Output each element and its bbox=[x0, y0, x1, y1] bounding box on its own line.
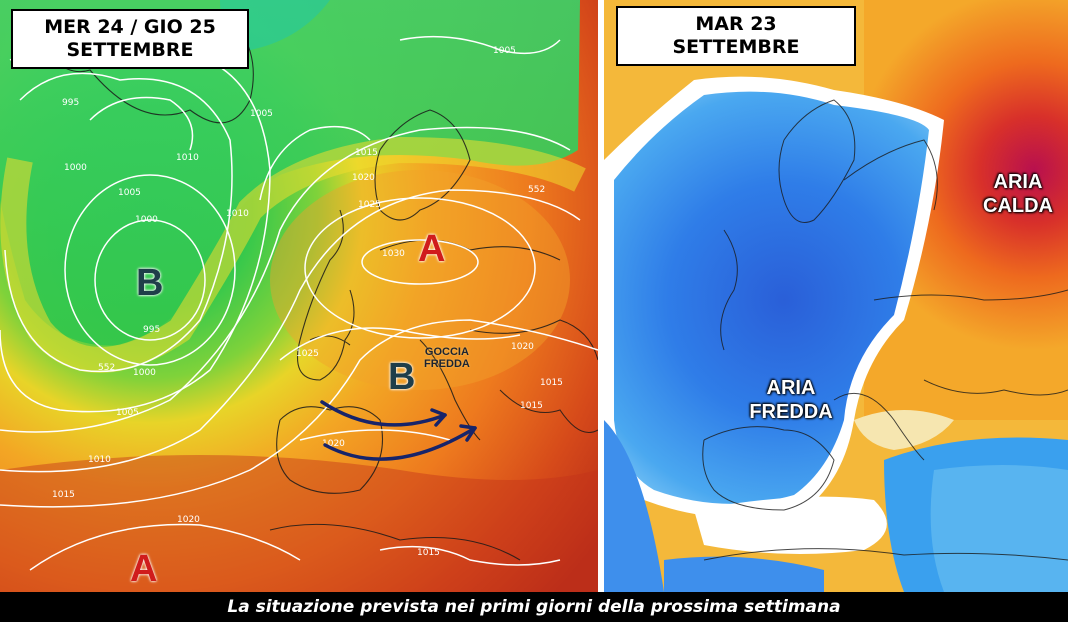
right-date-line1: MAR 23 bbox=[695, 13, 777, 35]
isobar-label-1020: 1020 bbox=[511, 342, 534, 352]
isobar-label-1005: 1005 bbox=[118, 188, 141, 198]
isobar-label-1005: 1005 bbox=[116, 408, 139, 418]
isobar-label-1000: 1000 bbox=[135, 215, 158, 225]
right-map-panel: MAR 23 SETTEMBRE ARIA CALDA ARIA FREDDA bbox=[604, 0, 1068, 592]
right-date-title: MAR 23 SETTEMBRE bbox=[616, 6, 856, 66]
figure-caption: La situazione prevista nei primi giorni … bbox=[0, 592, 1068, 622]
flow-arrows bbox=[320, 400, 477, 461]
isobar-label-1020: 1020 bbox=[177, 515, 200, 525]
warm-air-line1: ARIA bbox=[993, 171, 1043, 193]
isobar-label-1025: 1025 bbox=[358, 200, 381, 210]
isobar-label-1005: 1005 bbox=[493, 46, 516, 56]
isobar-label-1000: 1000 bbox=[133, 368, 156, 378]
isobar-label-1030: 1030 bbox=[382, 249, 405, 259]
cold-air-line2: FREDDA bbox=[749, 401, 833, 423]
high-pressure-azores-label: A bbox=[130, 548, 158, 590]
isobar-label-1015: 1015 bbox=[417, 548, 440, 558]
isobar-label-1020: 1020 bbox=[352, 173, 375, 183]
left-date-line1: MER 24 / GIO 25 bbox=[44, 16, 216, 38]
right-date-line2: SETTEMBRE bbox=[672, 36, 800, 58]
isobar-label-1010: 1010 bbox=[176, 153, 199, 163]
isobar-label-1015: 1015 bbox=[355, 148, 378, 158]
isobar-label-1000: 1000 bbox=[64, 163, 87, 173]
isobar-label-1025: 1025 bbox=[296, 349, 319, 359]
goccia-line1: GOCCIA bbox=[424, 346, 469, 358]
panel-divider bbox=[598, 0, 604, 592]
warm-air-label: ARIA CALDA bbox=[968, 170, 1068, 218]
cold-air-line1: ARIA bbox=[766, 377, 816, 399]
low-pressure-atlantic-label: B bbox=[136, 262, 164, 304]
isobar-label-995: 995 bbox=[62, 98, 79, 108]
isobar-label-1005: 1005 bbox=[250, 109, 273, 119]
left-date-title: MER 24 / GIO 25 SETTEMBRE bbox=[11, 9, 249, 69]
low-pressure-goccia-label: B bbox=[388, 356, 416, 398]
cold-air-label: ARIA FREDDA bbox=[736, 376, 846, 424]
left-date-line2: SETTEMBRE bbox=[66, 39, 194, 61]
pressure-map: 995 995 1000 1000 1000 1005 1005 1005 10… bbox=[0, 0, 598, 592]
isobar-label-552: 552 bbox=[98, 363, 115, 373]
goccia-fredda-note: GOCCIA FREDDA bbox=[424, 346, 470, 370]
isobar-labels: 995 995 1000 1000 1000 1005 1005 1005 10… bbox=[52, 46, 563, 558]
left-map-panel: 995 995 1000 1000 1000 1005 1005 1005 10… bbox=[0, 0, 598, 592]
temperature-map bbox=[604, 0, 1068, 592]
isobar-label-995: 995 bbox=[143, 325, 160, 335]
isobar-label-1015: 1015 bbox=[540, 378, 563, 388]
isobar-label-552: 552 bbox=[528, 185, 545, 195]
isobar-label-1010: 1010 bbox=[88, 455, 111, 465]
isobar-label-1020: 1020 bbox=[322, 439, 345, 449]
isobar-label-1010: 1010 bbox=[226, 209, 249, 219]
warm-air-line2: CALDA bbox=[983, 195, 1053, 217]
isobar-label-1015: 1015 bbox=[52, 490, 75, 500]
high-pressure-central-label: A bbox=[418, 228, 446, 270]
goccia-line2: FREDDA bbox=[424, 358, 470, 370]
isobar-label-1015: 1015 bbox=[520, 401, 543, 411]
